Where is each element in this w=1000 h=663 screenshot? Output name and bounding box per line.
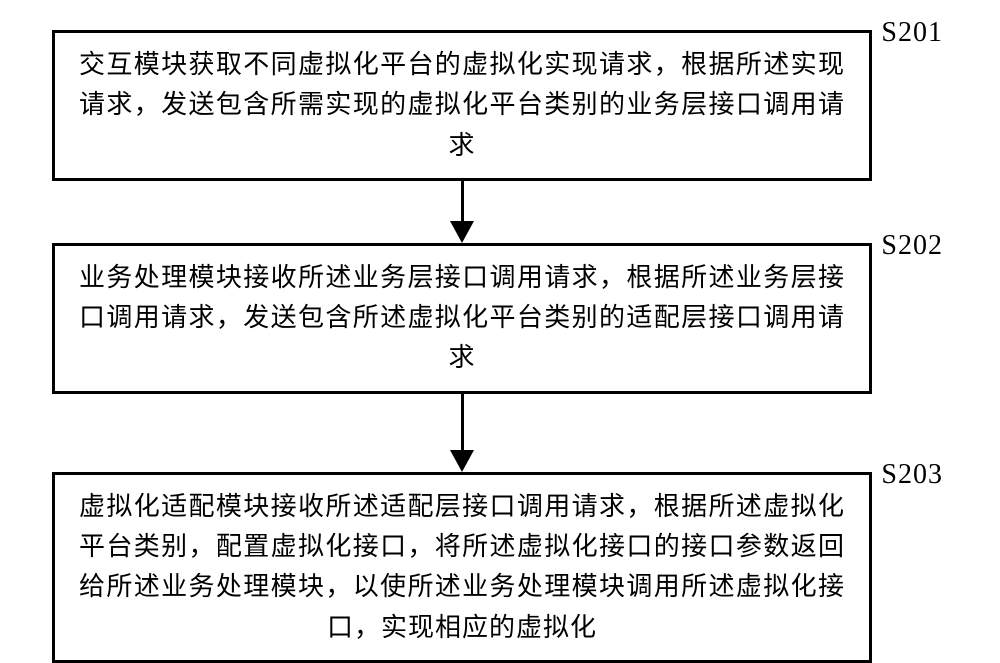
arrow-down-icon [52,181,872,243]
step-text: 虚拟化适配模块接收所述适配层接口调用请求，根据所述虚拟化平台类别，配置虚拟化接口… [79,492,845,642]
step-text: 业务处理模块接收所述业务层接口调用请求，根据所述业务层接口调用请求，发送包含所述… [79,263,845,373]
step-label-s201: S201 [881,11,943,54]
step-label-s202: S202 [881,224,943,267]
step-label-s203: S203 [881,453,943,496]
step-text: 交互模块获取不同虚拟化平台的虚拟化实现请求，根据所述实现请求，发送包含所需实现的… [79,50,845,160]
flowchart-step-s203: S203虚拟化适配模块接收所述适配层接口调用请求，根据所述虚拟化平台类别，配置虚… [52,472,872,663]
arrow-down-icon [52,394,872,472]
flowchart-step-s201: S201交互模块获取不同虚拟化平台的虚拟化实现请求，根据所述实现请求，发送包含所… [52,30,872,181]
flowchart-step-s202: S202业务处理模块接收所述业务层接口调用请求，根据所述业务层接口调用请求，发送… [52,243,872,394]
